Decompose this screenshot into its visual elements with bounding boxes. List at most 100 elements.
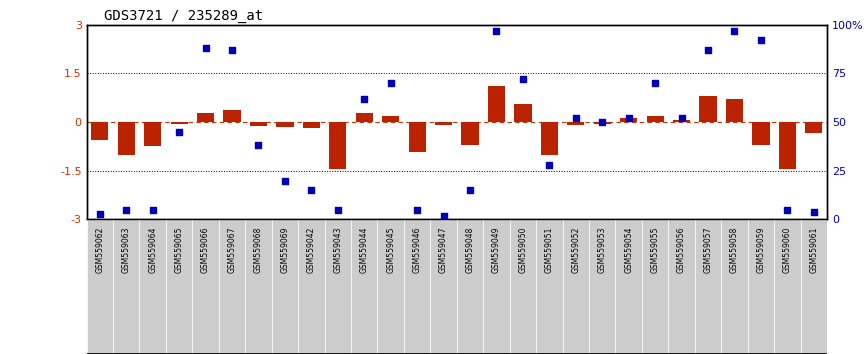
- Bar: [87, 219, 113, 354]
- Text: GSM559050: GSM559050: [519, 226, 527, 273]
- Bar: [540, 122, 558, 155]
- Bar: [721, 219, 747, 354]
- Bar: [409, 122, 426, 152]
- Point: [172, 129, 186, 135]
- Bar: [800, 219, 827, 354]
- Point: [780, 207, 794, 212]
- Point: [622, 115, 636, 121]
- Bar: [171, 122, 188, 124]
- Text: GSM559047: GSM559047: [439, 226, 448, 273]
- Point: [278, 178, 292, 183]
- Bar: [594, 122, 611, 124]
- Point: [701, 47, 715, 53]
- Text: GSM559046: GSM559046: [413, 226, 422, 273]
- Text: GSM559054: GSM559054: [624, 226, 633, 273]
- Point: [463, 188, 477, 193]
- Text: GSM559048: GSM559048: [466, 226, 475, 273]
- Bar: [223, 110, 241, 122]
- Bar: [563, 219, 589, 354]
- Bar: [250, 122, 267, 126]
- Bar: [483, 219, 510, 354]
- Bar: [325, 219, 351, 354]
- Text: GSM559057: GSM559057: [703, 226, 713, 273]
- Bar: [245, 219, 272, 354]
- Bar: [536, 219, 563, 354]
- Point: [516, 76, 530, 82]
- Bar: [435, 122, 452, 125]
- Bar: [747, 219, 774, 354]
- Bar: [510, 219, 536, 354]
- Text: GSM559043: GSM559043: [333, 226, 342, 273]
- Text: GSM559069: GSM559069: [281, 226, 289, 273]
- Point: [489, 28, 503, 33]
- Point: [384, 80, 397, 86]
- Bar: [166, 219, 192, 354]
- Text: GSM559055: GSM559055: [650, 226, 660, 273]
- Point: [198, 45, 212, 51]
- Point: [410, 207, 424, 212]
- Bar: [144, 122, 161, 147]
- Text: GSM559053: GSM559053: [598, 226, 607, 273]
- Point: [93, 211, 107, 217]
- Text: GSM559058: GSM559058: [730, 226, 739, 273]
- Text: GSM559061: GSM559061: [810, 226, 818, 273]
- Bar: [669, 219, 695, 354]
- Bar: [695, 219, 721, 354]
- Bar: [139, 219, 166, 354]
- Text: GSM559066: GSM559066: [201, 226, 210, 273]
- Text: GSM559052: GSM559052: [572, 226, 580, 273]
- Bar: [726, 99, 743, 122]
- Point: [542, 162, 556, 168]
- Point: [649, 80, 662, 86]
- Bar: [329, 122, 346, 169]
- Point: [305, 188, 319, 193]
- Text: GSM559064: GSM559064: [148, 226, 158, 273]
- Point: [331, 207, 345, 212]
- Bar: [378, 219, 404, 354]
- Point: [727, 28, 741, 33]
- Text: GDS3721 / 235289_at: GDS3721 / 235289_at: [104, 9, 263, 23]
- Text: GSM559065: GSM559065: [175, 226, 184, 273]
- Bar: [298, 219, 325, 354]
- Bar: [356, 113, 373, 122]
- Bar: [779, 122, 796, 169]
- Point: [358, 96, 372, 102]
- Bar: [113, 219, 139, 354]
- Text: GSM559060: GSM559060: [783, 226, 792, 273]
- Point: [675, 115, 688, 121]
- Bar: [192, 219, 219, 354]
- Bar: [616, 219, 642, 354]
- Bar: [219, 219, 245, 354]
- Bar: [673, 120, 690, 122]
- Bar: [462, 122, 479, 145]
- Point: [807, 209, 821, 215]
- Bar: [700, 96, 717, 122]
- Text: GSM559044: GSM559044: [359, 226, 369, 273]
- Bar: [805, 122, 823, 133]
- Bar: [647, 116, 663, 122]
- Text: GSM559049: GSM559049: [492, 226, 501, 273]
- Point: [569, 115, 583, 121]
- Text: GSM559068: GSM559068: [254, 226, 263, 273]
- Point: [754, 38, 768, 43]
- Bar: [272, 219, 298, 354]
- Bar: [404, 219, 430, 354]
- Point: [225, 47, 239, 53]
- Bar: [276, 122, 294, 127]
- Text: GSM559042: GSM559042: [307, 226, 316, 273]
- Point: [595, 119, 609, 125]
- Bar: [514, 104, 532, 122]
- Text: GSM559063: GSM559063: [122, 226, 131, 273]
- Text: GSM559059: GSM559059: [756, 226, 766, 273]
- Bar: [488, 86, 505, 122]
- Text: GSM559051: GSM559051: [545, 226, 554, 273]
- Bar: [351, 219, 378, 354]
- Point: [251, 143, 265, 148]
- Point: [120, 207, 133, 212]
- Bar: [382, 116, 399, 122]
- Text: GSM559045: GSM559045: [386, 226, 395, 273]
- Text: GSM559062: GSM559062: [95, 226, 104, 273]
- Bar: [589, 219, 616, 354]
- Bar: [620, 118, 637, 122]
- Text: GSM559056: GSM559056: [677, 226, 686, 273]
